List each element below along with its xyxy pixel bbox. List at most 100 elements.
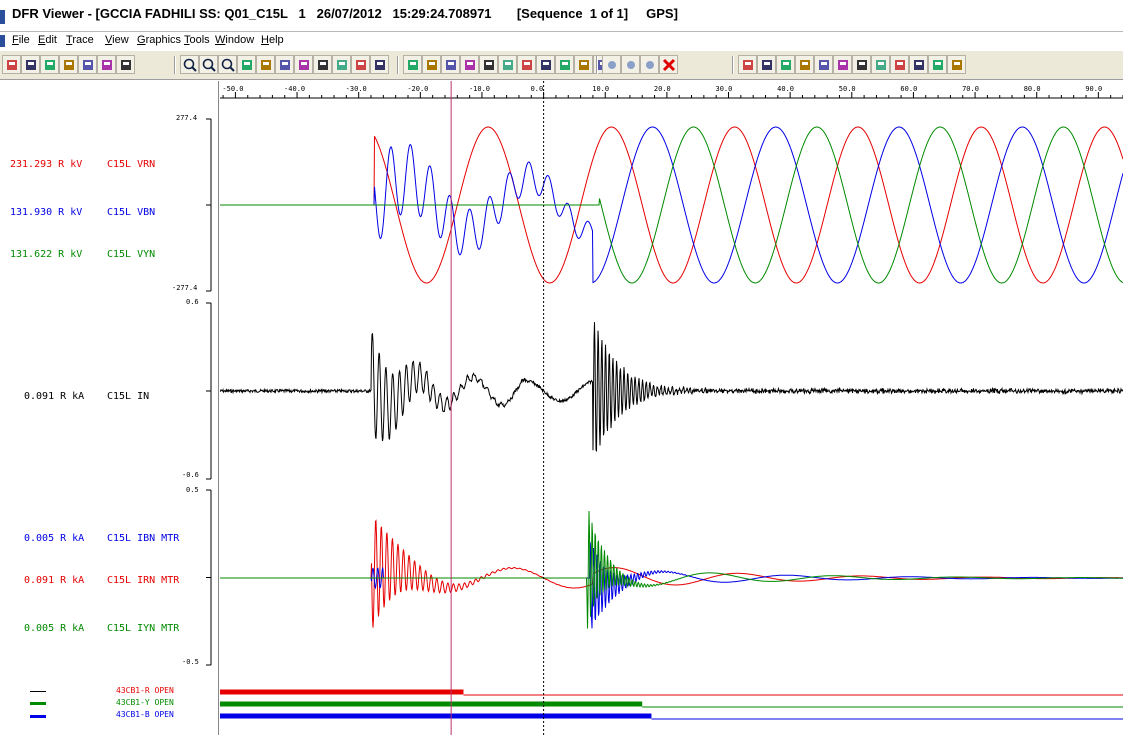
toolbar-separator <box>596 56 598 74</box>
report-2-icon[interactable] <box>757 55 776 74</box>
digital-swatch <box>30 715 46 718</box>
grid-1-icon[interactable] <box>871 55 890 74</box>
disk-3-icon[interactable] <box>536 55 555 74</box>
time-tick-label: -10.0 <box>469 85 490 93</box>
calc-2-icon[interactable] <box>795 55 814 74</box>
digital-channel-name[interactable]: 43CB1-Y OPEN <box>116 698 174 707</box>
window-title: DFR Viewer - [GCCIA FADHILI SS: Q01_C15L… <box>12 6 678 21</box>
current-scale-bottom: -0.5 <box>182 658 199 666</box>
channel-value: 131.930 R kV <box>10 207 83 218</box>
digital-swatch <box>30 691 46 692</box>
channel-name[interactable]: C15L VRN <box>107 159 156 170</box>
channel-label-panel: 277.4 -277.4 231.293 R kV C15L VRN 131.9… <box>0 81 219 735</box>
scale-icon[interactable] <box>351 55 370 74</box>
zoom-out-icon[interactable] <box>199 55 218 74</box>
monitor-1-icon[interactable] <box>833 55 852 74</box>
neutral-scale-bottom: -0.6 <box>182 471 199 479</box>
channel-value: 131.622 R kV <box>10 249 83 260</box>
wave-icon[interactable] <box>947 55 966 74</box>
close-red-icon[interactable] <box>659 55 678 74</box>
phasor-icon[interactable] <box>294 55 313 74</box>
undo-icon[interactable] <box>97 55 116 74</box>
current-trace-green <box>220 510 1123 629</box>
menu-view[interactable]: View <box>105 34 129 46</box>
time-tick-label: 10.0 <box>592 85 609 93</box>
time-tick-label: -30.0 <box>346 85 367 93</box>
menu-graphics[interactable]: Graphics <box>137 34 182 46</box>
disk-1-icon[interactable] <box>498 55 517 74</box>
waveform-plot[interactable]: -50.0 -40.0 -30.0 -20.0 -10.0 0.0 10.0 20.0 30.0… <box>0 81 1123 735</box>
neutral-current-trace <box>219 322 1123 452</box>
voltage-trace-green <box>220 126 1123 284</box>
export-4-icon[interactable] <box>460 55 479 74</box>
current-trace-red <box>220 519 1123 628</box>
time-axis: -50.0 -40.0 -30.0 -20.0 -10.0 0.0 10.0 20.0 30.0… <box>220 85 1123 99</box>
menu-bar: File Edit Trace View Graphics Tools Wind… <box>0 33 1123 49</box>
measure-icon[interactable] <box>275 55 294 74</box>
panel-scales <box>206 118 212 666</box>
voltage-scale-top: 277.4 <box>176 114 198 122</box>
zoom-in-icon[interactable] <box>180 55 199 74</box>
save-icon[interactable] <box>40 55 59 74</box>
channel-name[interactable]: C15L VBN <box>107 207 156 218</box>
time-tick-label: 80.0 <box>1024 85 1041 93</box>
app-icon[interactable] <box>0 10 5 24</box>
disk-4-icon[interactable] <box>555 55 574 74</box>
export-5-icon[interactable] <box>479 55 498 74</box>
export-1-icon[interactable] <box>403 55 422 74</box>
calc-3-icon[interactable] <box>814 55 833 74</box>
menu-tools[interactable]: Tools <box>184 34 210 46</box>
digital-traces <box>220 689 1123 720</box>
menu-window[interactable]: Window <box>215 34 255 46</box>
toolbar-separator <box>174 56 176 74</box>
cursors[interactable] <box>450 81 545 735</box>
channel-name[interactable]: C15L IBN MTR <box>107 533 180 544</box>
voltage-scale-bottom: -277.4 <box>172 284 198 292</box>
nav-stop-icon[interactable] <box>640 55 659 74</box>
star-icon[interactable] <box>928 55 947 74</box>
pan-horizontal-icon[interactable] <box>237 55 256 74</box>
bookmark-icon[interactable] <box>78 55 97 74</box>
time-tick-label: 40.0 <box>777 85 794 93</box>
time-tick-label: -50.0 <box>222 85 243 93</box>
zoom-fit-icon[interactable] <box>218 55 237 74</box>
menu-file[interactable]: File <box>12 34 30 46</box>
disk-5-icon[interactable] <box>574 55 593 74</box>
cursor-mode-icon[interactable] <box>256 55 275 74</box>
nav-right-icon[interactable] <box>621 55 640 74</box>
export-3-icon[interactable] <box>441 55 460 74</box>
time-tick-label: -20.0 <box>407 85 428 93</box>
time-tick-label: 90.0 <box>1085 85 1102 93</box>
step-icon[interactable] <box>909 55 928 74</box>
layout-icon[interactable] <box>370 55 389 74</box>
symmetrical-icon[interactable] <box>332 55 351 74</box>
channel-value: 0.091 R kA <box>24 391 85 402</box>
channel-name[interactable]: C15L IN <box>107 391 150 402</box>
menu-edit[interactable]: Edit <box>38 34 57 46</box>
properties-icon[interactable] <box>59 55 78 74</box>
channel-name[interactable]: C15L IRN MTR <box>107 575 180 586</box>
menu-trace[interactable]: Trace <box>66 34 94 46</box>
current-scale-top: 0.5 <box>186 486 199 494</box>
calc-1-icon[interactable] <box>776 55 795 74</box>
channel-name[interactable]: C15L IYN MTR <box>107 623 180 634</box>
digital-channel-name[interactable]: 43CB1-R OPEN <box>116 686 174 695</box>
waveforms <box>219 126 1123 629</box>
digital-channel-name[interactable]: 43CB1-B OPEN <box>116 710 174 719</box>
redo-icon[interactable] <box>116 55 135 74</box>
harmonics-icon[interactable] <box>313 55 332 74</box>
time-tick-label: 0.0 <box>531 85 544 93</box>
report-1-icon[interactable] <box>738 55 757 74</box>
title-bar: DFR Viewer - [GCCIA FADHILI SS: Q01_C15L… <box>0 0 1123 32</box>
document-icon[interactable] <box>0 35 5 47</box>
open-icon[interactable] <box>2 55 21 74</box>
monitor-2-icon[interactable] <box>852 55 871 74</box>
nav-left-icon[interactable] <box>602 55 621 74</box>
print-icon[interactable] <box>21 55 40 74</box>
channel-name[interactable]: C15L VYN <box>107 249 156 260</box>
export-2-icon[interactable] <box>422 55 441 74</box>
disk-2-icon[interactable] <box>517 55 536 74</box>
grid-2-icon[interactable] <box>890 55 909 74</box>
menu-help[interactable]: Help <box>261 34 284 46</box>
channel-value: 231.293 R kV <box>10 159 83 170</box>
